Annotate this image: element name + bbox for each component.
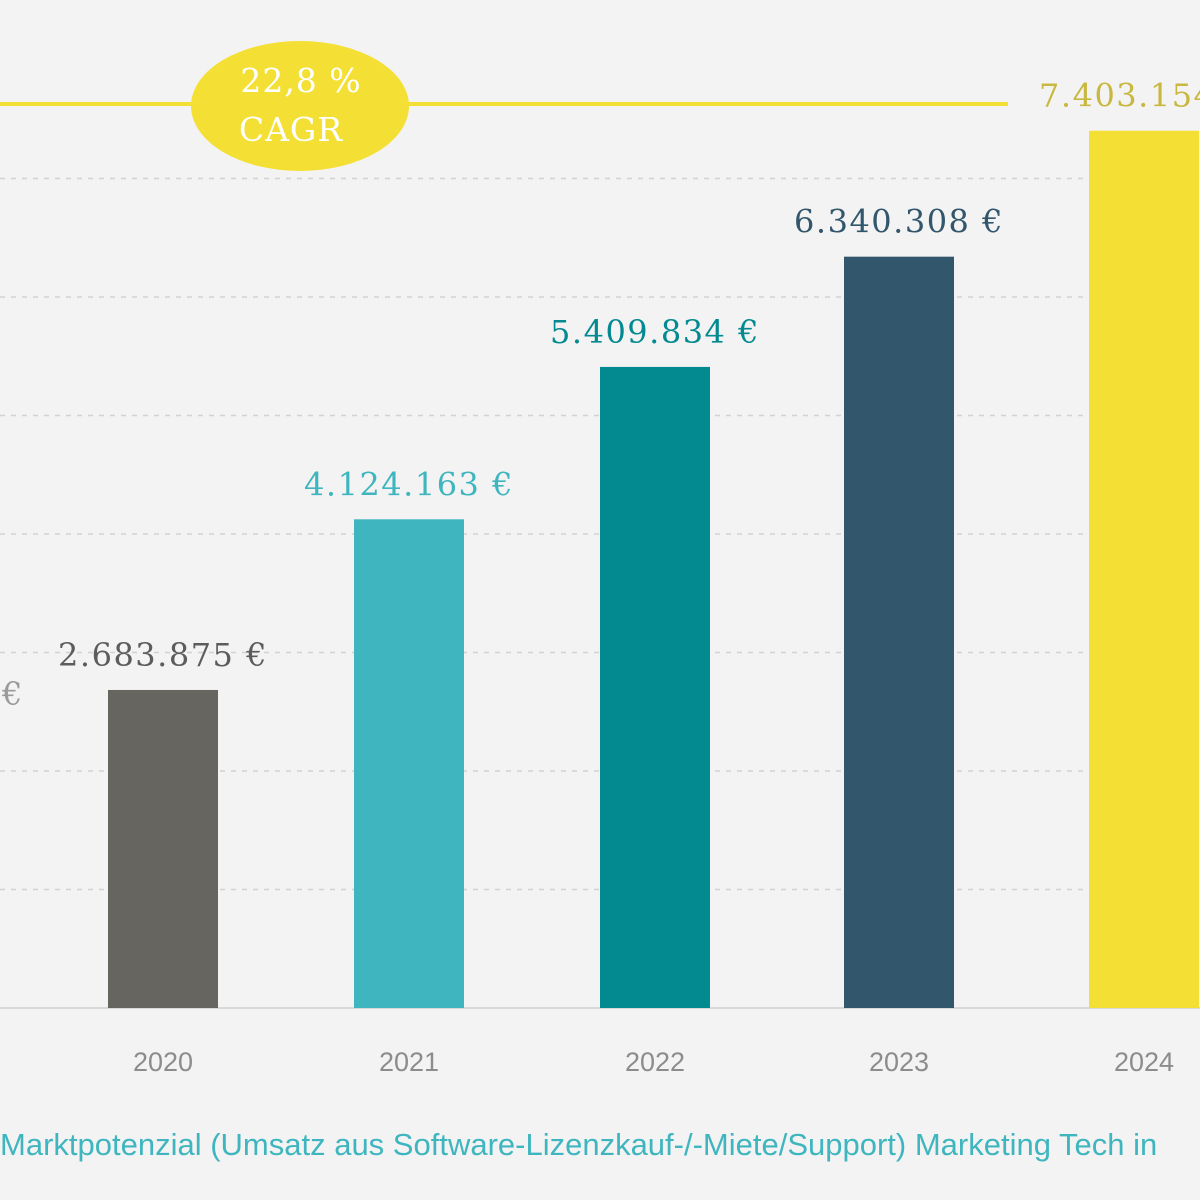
- bar-2023: [844, 256, 954, 1009]
- cagr-badge: [191, 41, 409, 171]
- x-tick-2021: 2021: [379, 1047, 439, 1077]
- cagr-annotation: 22,8 % CAGR: [0, 41, 1008, 171]
- value-label-2024: 7.403.154 €: [1039, 77, 1200, 115]
- value-label-2021: 4.124.163 €: [304, 465, 514, 503]
- x-tick-2023: 2023: [869, 1047, 929, 1077]
- value-label-2023: 6.340.308 €: [794, 203, 1004, 241]
- partial-value-label: €: [1, 675, 24, 713]
- bar-2022: [600, 366, 710, 1008]
- value-labels: 2.683.875 € 4.124.163 € 5.409.834 € 6.340.3…: [58, 77, 1200, 674]
- value-label-2022: 5.409.834 €: [550, 313, 760, 351]
- bar-2020: [108, 689, 218, 1008]
- bar-2024: [1089, 130, 1199, 1008]
- cagr-label: CAGR: [239, 110, 343, 149]
- bars: [108, 130, 1199, 1009]
- x-tick-2022: 2022: [625, 1047, 685, 1077]
- bar-2021: [354, 519, 464, 1008]
- x-tick-2020: 2020: [133, 1047, 193, 1077]
- x-tick-2024: 2024: [1114, 1047, 1174, 1077]
- chart-caption: Marktpotenzial (Umsatz aus Software-Lize…: [0, 1127, 1157, 1162]
- cagr-value: 22,8 %: [240, 61, 361, 100]
- x-tick-labels: 2020 2021 2022 2023 2024: [133, 1047, 1174, 1077]
- value-label-2020: 2.683.875 €: [58, 636, 268, 674]
